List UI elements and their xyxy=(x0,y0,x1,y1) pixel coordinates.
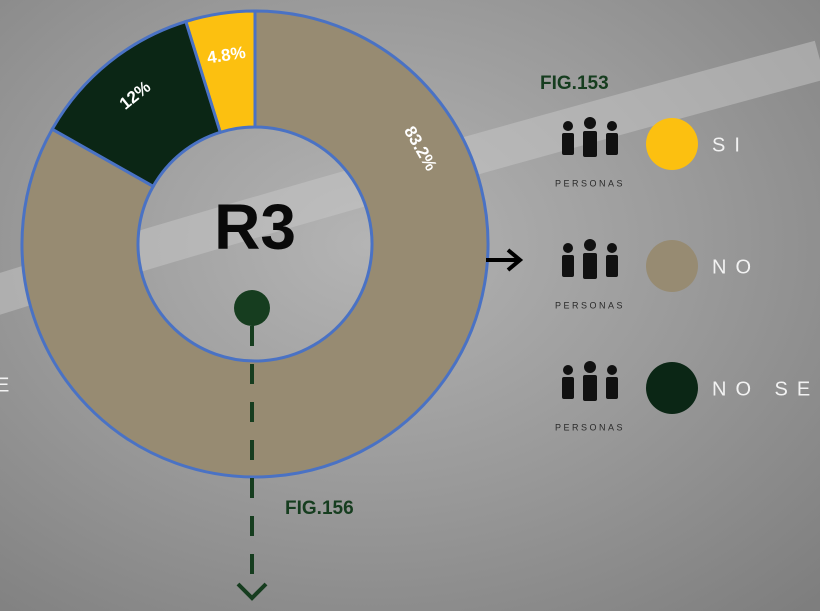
legend-label: SI xyxy=(712,134,749,156)
legend-swatch xyxy=(646,240,698,292)
legend-swatch xyxy=(646,362,698,414)
people-icon xyxy=(562,361,618,401)
legend-caption: PERSONAS xyxy=(555,178,625,188)
legend-label: NO xyxy=(712,256,760,278)
center-dot xyxy=(234,290,270,326)
legend-label: NO SE xyxy=(712,378,819,400)
people-icon xyxy=(562,117,618,157)
cut-text: E xyxy=(0,374,18,396)
legend-title: FIG.153 xyxy=(540,73,609,94)
people-icon xyxy=(562,239,618,279)
center-label: R3 xyxy=(214,191,296,263)
legend-caption: PERSONAS xyxy=(555,300,625,310)
figure-label: FIG.156 xyxy=(285,498,354,519)
legend-swatch xyxy=(646,118,698,170)
legend-caption: PERSONAS xyxy=(555,422,625,432)
chart: E 4.8%83.2%12% R3 FIG.156 FIG.153 PERSON… xyxy=(0,0,820,611)
